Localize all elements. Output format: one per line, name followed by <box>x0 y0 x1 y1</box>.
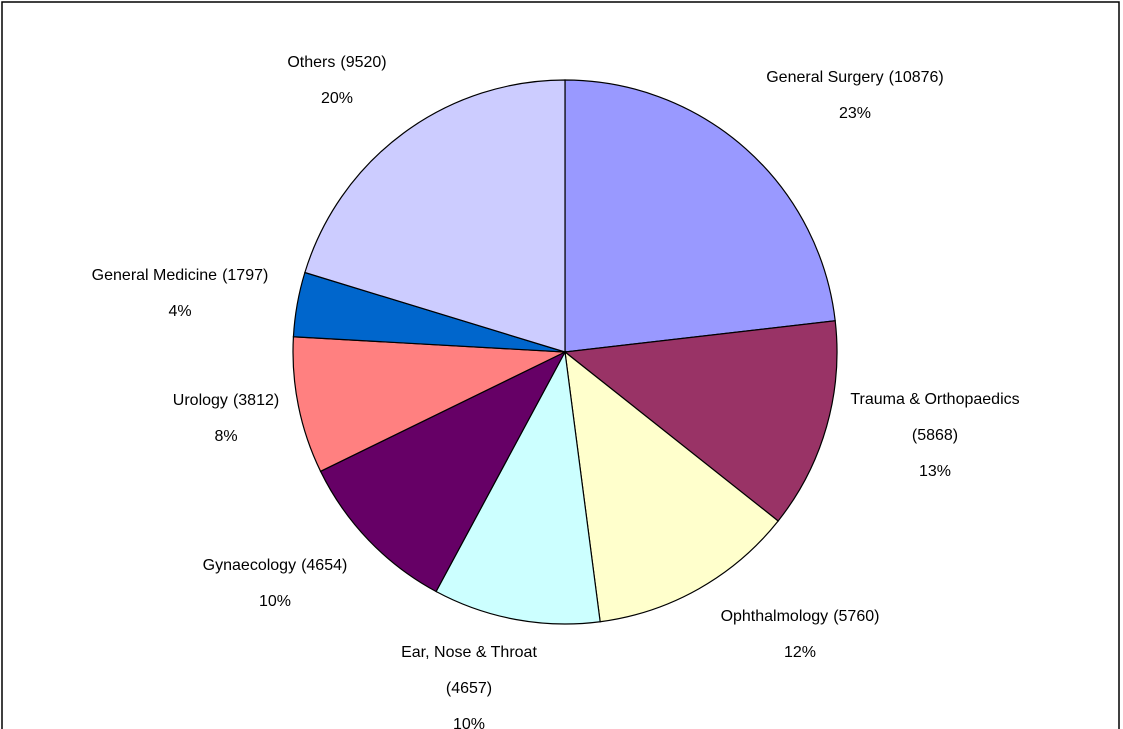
category-label: Ophthalmology <box>721 608 829 625</box>
pie-slice <box>319 350 567 593</box>
slice-label: General Surgery (10876) <box>766 69 944 86</box>
value-label: 23% <box>839 105 871 122</box>
pie-slice <box>292 336 568 473</box>
slice-label: Others (9520) <box>287 54 386 71</box>
pie-slice <box>564 350 779 623</box>
slice-label: Ear, Nose & Throat <box>401 644 537 661</box>
value-label: 10% <box>453 716 485 729</box>
value-label: 4% <box>168 303 191 320</box>
value-label: 8% <box>214 428 237 445</box>
count-label: (5868) <box>912 427 958 444</box>
slice-label: Urology (3812) <box>173 392 279 409</box>
count-label: (5760) <box>833 608 879 625</box>
slice-label: Gynaecology (4654) <box>203 557 348 574</box>
category-label: Urology <box>173 392 228 409</box>
value-label: 10% <box>259 593 291 610</box>
category-label: Others <box>287 54 335 71</box>
count-label: (9520) <box>340 54 386 71</box>
pie-slice <box>304 79 566 353</box>
count-label: (4654) <box>301 557 347 574</box>
value-label: 13% <box>919 463 951 480</box>
category-label: General Surgery <box>766 69 883 86</box>
pie-slice <box>435 350 601 625</box>
count-label: (4657) <box>446 680 492 697</box>
count-label: (3812) <box>233 392 279 409</box>
slice-label: General Medicine (1797) <box>92 267 269 284</box>
count-label: (1797) <box>222 267 268 284</box>
pie-slice <box>563 320 838 522</box>
category-label: Ear, Nose & Throat <box>401 644 537 661</box>
value-label: 20% <box>321 90 353 107</box>
slice-label: Ophthalmology (5760) <box>721 608 880 625</box>
category-label: Gynaecology <box>203 557 296 574</box>
category-label: General Medicine <box>92 267 218 284</box>
pie-slice <box>564 79 836 353</box>
category-label: Trauma & Orthopaedics <box>850 391 1019 408</box>
value-label: 12% <box>784 644 816 661</box>
slice-label: Trauma & Orthopaedics <box>850 391 1019 408</box>
count-label: (10876) <box>889 69 944 86</box>
